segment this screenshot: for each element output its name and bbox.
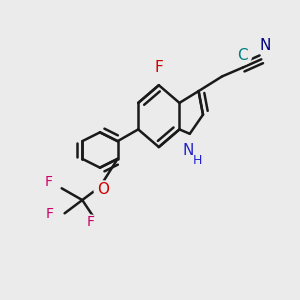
Circle shape xyxy=(179,142,197,159)
Text: F: F xyxy=(154,60,163,75)
Circle shape xyxy=(42,207,56,221)
Text: F: F xyxy=(45,207,53,221)
Circle shape xyxy=(256,37,274,54)
Text: O: O xyxy=(97,182,109,197)
Text: N: N xyxy=(259,38,271,53)
Text: F: F xyxy=(86,215,94,229)
Circle shape xyxy=(234,47,252,64)
Text: C: C xyxy=(237,48,248,63)
Circle shape xyxy=(150,59,168,76)
Circle shape xyxy=(41,175,56,190)
Circle shape xyxy=(94,181,112,199)
Text: H: H xyxy=(192,154,202,167)
Circle shape xyxy=(190,153,204,167)
Text: F: F xyxy=(44,176,52,189)
Circle shape xyxy=(83,215,98,229)
Text: N: N xyxy=(183,143,194,158)
